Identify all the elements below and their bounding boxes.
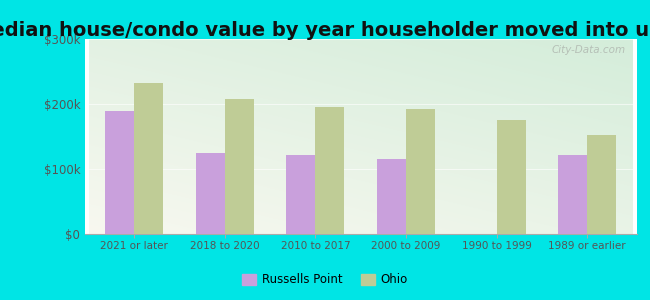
Bar — [558, 155, 587, 234]
Bar — [135, 83, 163, 234]
Legend: Russells Point, Ohio: Russells Point, Ohio — [237, 269, 413, 291]
Bar — [497, 120, 526, 234]
Bar — [196, 153, 225, 234]
Bar — [225, 99, 254, 234]
Bar — [587, 135, 616, 234]
Bar — [315, 107, 344, 234]
Text: Median house/condo value by year householder moved into unit: Median house/condo value by year househo… — [0, 21, 650, 40]
Text: City-Data.com: City-Data.com — [552, 45, 626, 55]
Bar — [377, 159, 406, 234]
Bar — [406, 109, 435, 234]
Bar — [105, 110, 135, 234]
Bar — [287, 155, 315, 234]
